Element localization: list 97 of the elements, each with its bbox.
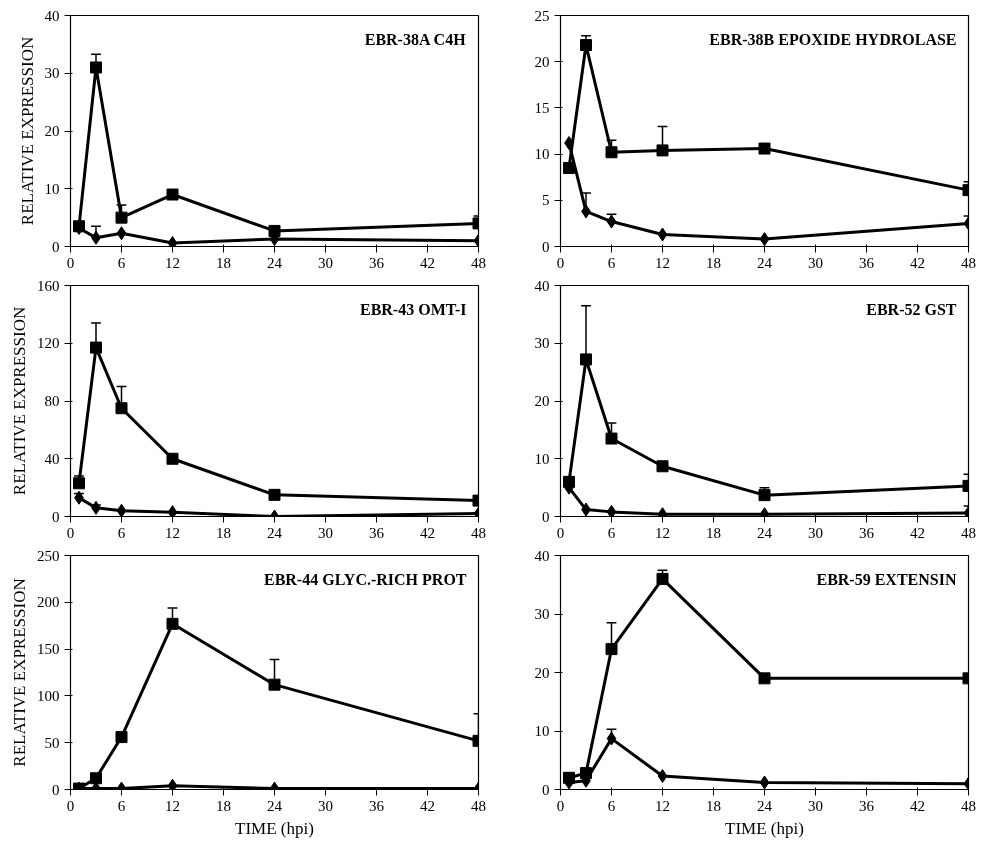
y-tick-label: 100: [37, 687, 60, 704]
y-tick-label: 40: [44, 7, 60, 24]
x-tick-label: 6: [117, 524, 126, 541]
x-tick-label: 0: [556, 524, 565, 541]
x-tick-label: 12: [165, 797, 180, 814]
text: EBR-52 GST: [866, 300, 957, 318]
y-tick-label: 200: [37, 594, 60, 611]
x-tick-label: 0: [66, 254, 75, 271]
text: EBR-38B EPOXIDE HYDROLASE: [709, 30, 957, 48]
y-tick-label: 40: [534, 277, 550, 294]
x-tick-label: 42: [910, 254, 925, 271]
x-tick-label: 6: [117, 254, 126, 271]
x-tick-label: 18: [706, 254, 721, 271]
x-tick-label: 24: [757, 254, 773, 271]
text: EBR-43 OMT-I: [359, 300, 467, 318]
x-tick-label: 48: [471, 797, 486, 814]
y-tick-label: 20: [44, 123, 60, 139]
x-tick-label: 18: [706, 524, 721, 541]
x-tick-label: 36: [859, 797, 875, 814]
y-tick-label: 0: [542, 508, 550, 525]
y-tick-label: 0: [52, 508, 60, 525]
x-tick-label: 12: [655, 524, 670, 541]
x-tick-label: 24: [757, 797, 773, 814]
x-tick-label: 12: [655, 797, 670, 814]
x-tick-label: 24: [267, 254, 283, 271]
x-tick-label: 48: [471, 524, 486, 541]
y-tick-label: 40: [44, 450, 60, 467]
y-tick-label: 30: [534, 335, 550, 352]
x-axis-title: TIME (hpi): [235, 818, 314, 838]
x-tick-label: 36: [369, 254, 385, 271]
x-tick-label: 48: [961, 524, 976, 541]
y-tick-label: 30: [534, 606, 550, 622]
x-tick-label: 6: [117, 797, 126, 814]
x-tick-label: 18: [706, 797, 721, 814]
y-axis-title: RELATIVE EXPRESSION: [10, 306, 29, 496]
x-tick-label: 12: [165, 254, 180, 271]
x-tick-label: 48: [961, 797, 976, 814]
x-tick-label: 42: [420, 254, 435, 271]
x-tick-label: 18: [216, 254, 231, 271]
x-tick-label: 42: [420, 524, 435, 541]
x-tick-label: 18: [216, 524, 231, 541]
text: EBR-59 EXTENSIN: [816, 570, 957, 588]
y-tick-label: 0: [542, 781, 550, 798]
y-axis-title: RELATIVE EXPRESSION: [10, 578, 29, 767]
x-tick-label: 0: [66, 524, 75, 541]
x-tick-label: 18: [216, 797, 231, 814]
y-tick-label: 30: [44, 65, 60, 82]
y-tick-label: 0: [52, 781, 60, 798]
y-tick-label: 40: [534, 547, 550, 564]
y-tick-label: 20: [534, 393, 550, 409]
y-tick-label: 5: [542, 192, 550, 209]
x-tick-label: 48: [471, 254, 486, 271]
x-axis-title: TIME (hpi): [725, 818, 804, 838]
x-tick-label: 6: [607, 524, 616, 541]
x-tick-label: 42: [910, 524, 925, 541]
x-tick-label: 42: [420, 797, 435, 814]
x-tick-label: 30: [318, 524, 333, 541]
x-tick-label: 0: [66, 797, 75, 814]
y-tick-label: 20: [534, 53, 550, 70]
x-tick-label: 12: [655, 254, 670, 271]
text: EBR-44 GLYC.-RICH PROT: [263, 570, 467, 588]
x-tick-label: 36: [369, 797, 385, 814]
y-tick-label: 0: [52, 238, 60, 255]
x-tick-label: 24: [757, 524, 773, 541]
y-tick-label: 150: [37, 641, 60, 658]
y-tick-label: 80: [44, 393, 60, 409]
x-tick-label: 36: [369, 524, 385, 541]
x-tick-label: 30: [808, 797, 823, 814]
x-tick-label: 48: [961, 254, 976, 271]
x-tick-label: 24: [267, 797, 283, 814]
y-tick-label: 20: [534, 664, 550, 681]
y-tick-label: 0: [542, 238, 550, 255]
y-tick-label: 10: [44, 180, 60, 197]
x-tick-label: 30: [808, 524, 823, 541]
x-tick-label: 36: [859, 254, 875, 271]
x-tick-label: 30: [808, 254, 823, 271]
x-tick-label: 24: [267, 524, 283, 541]
x-tick-label: 12: [165, 524, 180, 541]
y-tick-label: 10: [534, 450, 550, 467]
y-tick-label: 15: [534, 99, 550, 116]
y-axis-title: RELATIVE EXPRESSION: [17, 36, 37, 226]
x-tick-label: 42: [910, 797, 925, 814]
y-tick-label: 10: [534, 146, 550, 163]
y-tick-label: 120: [37, 335, 60, 352]
y-tick-label: 50: [44, 734, 60, 751]
y-tick-label: 10: [534, 723, 550, 739]
y-tick-label: 250: [37, 547, 60, 564]
text: EBR-38A C4H: [364, 30, 467, 48]
x-tick-label: 0: [556, 254, 565, 271]
x-tick-label: 36: [859, 524, 875, 541]
x-tick-label: 30: [318, 797, 333, 814]
x-tick-label: 6: [607, 797, 616, 814]
x-tick-label: 30: [318, 254, 333, 271]
y-tick-label: 160: [37, 277, 60, 294]
x-tick-label: 0: [556, 797, 565, 814]
y-tick-label: 25: [534, 7, 550, 24]
x-tick-label: 6: [607, 254, 616, 271]
